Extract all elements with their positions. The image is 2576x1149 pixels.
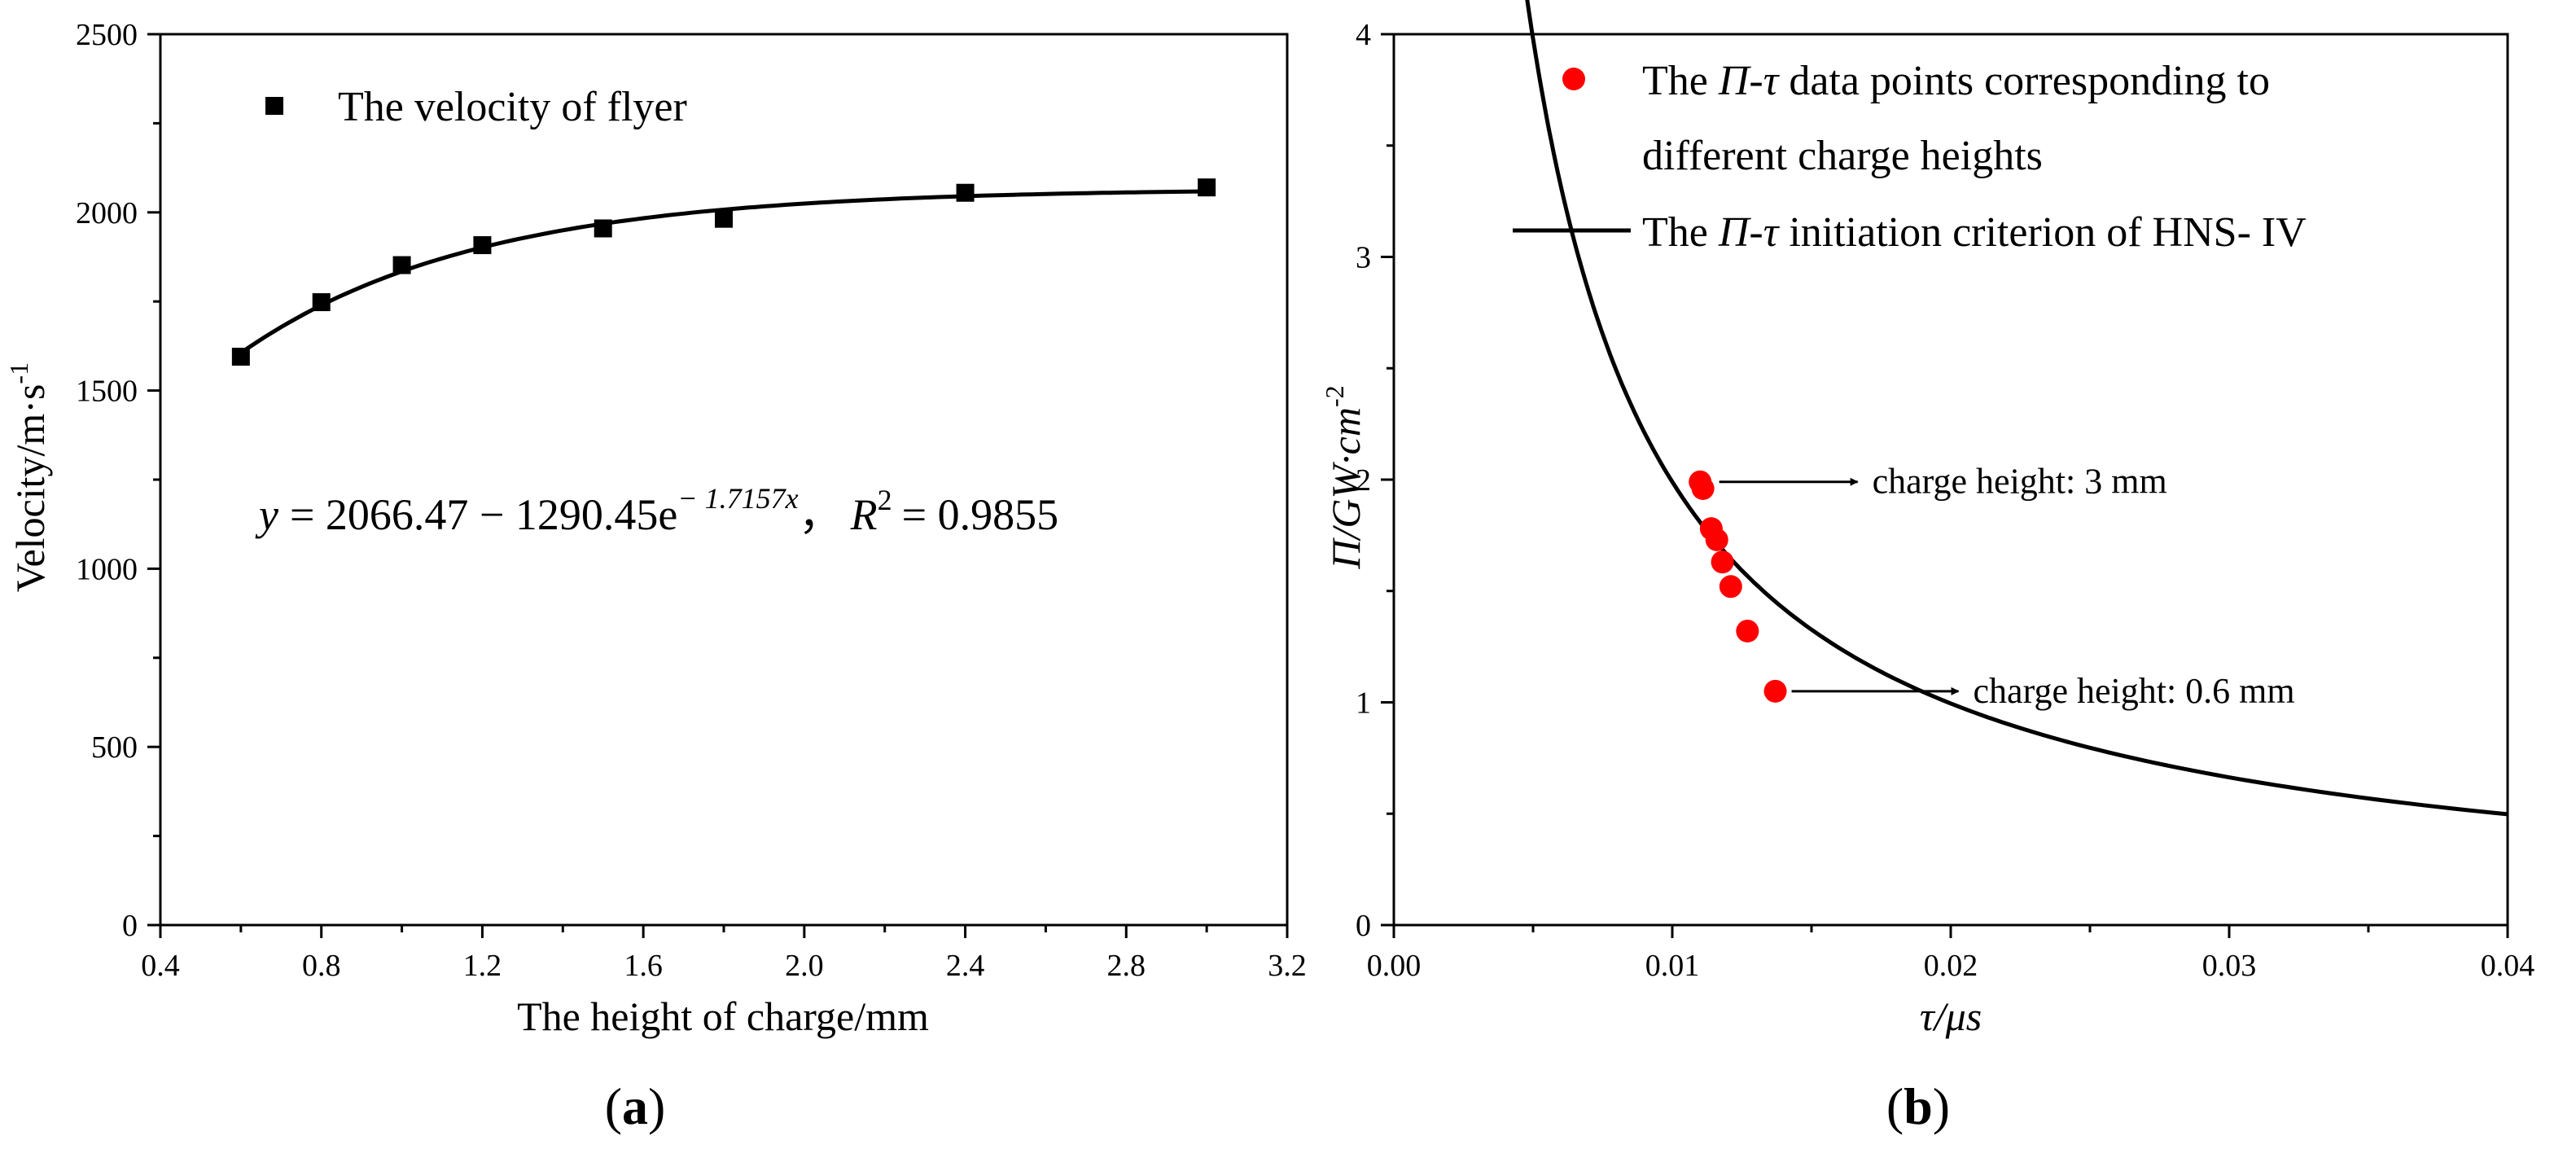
chart-a-x-tick-label: 1.6 bbox=[624, 949, 663, 983]
chart-b-annotation-label: charge height: 3 mm bbox=[1873, 462, 2167, 502]
chart-b-data-point bbox=[1736, 619, 1759, 642]
chart-b-legend-label-criterion: The Π-τ initiation criterion of HNS- IV bbox=[1642, 209, 2307, 256]
chart-a-y-tick-label: 1500 bbox=[76, 375, 138, 409]
chart-a-data-point bbox=[1198, 178, 1216, 197]
chart-b-legend-label-points-line2: different charge heights bbox=[1642, 133, 2043, 179]
chart-a-x-tick-label: 0.4 bbox=[141, 949, 180, 983]
chart-b-legend-marker-points bbox=[1562, 68, 1585, 90]
chart-a-x-tick-label: 0.8 bbox=[302, 949, 341, 983]
chart-a-legend-marker bbox=[265, 97, 283, 115]
chart-a-data-point bbox=[392, 256, 411, 274]
chart-b-y-axis-label: Π/GW·cm-2 bbox=[1320, 385, 1369, 569]
chart-b-y-tick-label: 1 bbox=[1356, 686, 1371, 721]
chart-a-y-axis-label: Velocity/m·s-1 bbox=[4, 362, 53, 592]
chart-a-data-point bbox=[473, 236, 492, 255]
chart-a-data-point bbox=[594, 219, 612, 238]
chart-a-y-tick-label: 1000 bbox=[76, 552, 138, 586]
chart-b-x-axis-label: τ/μs bbox=[1920, 993, 1982, 1039]
chart-b-x-tick-label: 0.03 bbox=[2202, 949, 2257, 983]
chart-a-y-tick-label: 2000 bbox=[76, 196, 138, 230]
chart-a-x-tick-label: 2.0 bbox=[785, 949, 824, 983]
chart-a-x-tick-label: 2.8 bbox=[1107, 949, 1146, 983]
chart-a-y-tick-label: 500 bbox=[91, 730, 138, 765]
chart-a-panel-label: (a) bbox=[605, 1077, 666, 1135]
chart-a-points bbox=[231, 178, 1216, 366]
chart-b-y-tick-label: 2 bbox=[1356, 463, 1371, 498]
chart-b-legend-label-points-line1: The Π-τ data points corresponding to bbox=[1642, 58, 2270, 104]
chart-b-criterion-curve bbox=[1525, 0, 2508, 817]
chart-b-y-tick-label: 4 bbox=[1356, 18, 1371, 52]
chart-a-data-point bbox=[956, 183, 975, 202]
chart-b-data-point bbox=[1691, 476, 1715, 500]
chart-a-legend-label: The velocity of flyer bbox=[338, 84, 687, 130]
chart-a-x-tick-label: 1.2 bbox=[463, 949, 502, 983]
chart-a-y-tick-label: 2500 bbox=[76, 18, 138, 52]
chart-b-x-tick-label: 0.01 bbox=[1645, 949, 1700, 983]
chart-a-data-point bbox=[231, 348, 250, 366]
chart-b-annotations: charge height: 3 mm charge height: 0.6 mm bbox=[1719, 462, 2295, 711]
chart-a-plot-frame bbox=[159, 33, 1289, 927]
chart-b-x-tick-label: 0.02 bbox=[1924, 949, 1978, 983]
chart-b-data-point bbox=[1719, 575, 1742, 599]
chart-b-x-tick-label: 0.00 bbox=[1367, 949, 1422, 983]
chart-b-y-tick-label: 0 bbox=[1356, 909, 1371, 943]
chart-a-x-axis-label: The height of charge/mm bbox=[517, 993, 929, 1039]
chart-b-annotation-label: charge height: 0.6 mm bbox=[1974, 671, 2295, 711]
chart-b-x-tick-label: 0.04 bbox=[2481, 949, 2535, 983]
chart-b-plot-frame bbox=[1392, 33, 2509, 927]
chart-b-y-tick-label: 3 bbox=[1356, 241, 1371, 275]
chart-b-ticks: 0.00 0.01 0.02 0.03 0.04 0 1 2 3 4 bbox=[1356, 18, 2534, 983]
chart-a-ticks: 0.4 0.8 1.2 1.6 2.0 2.4 2.8 3.2 0 500 1000 1500 2000… bbox=[76, 18, 1307, 983]
chart-a-data-point bbox=[715, 209, 733, 228]
chart-a-x-tick-label: 3.2 bbox=[1268, 949, 1307, 983]
chart-a-data-point bbox=[312, 293, 331, 312]
chart-b-criterion-curve-group bbox=[1525, 0, 2508, 817]
chart-panel-a: 0.4 0.8 1.2 1.6 2.0 2.4 2.8 3.2 0 500 1000 1500 2000… bbox=[4, 18, 1307, 1135]
chart-panel-b: 0.00 0.01 0.02 0.03 0.04 0 1 2 3 4 charge height:… bbox=[1320, 0, 2534, 1135]
chart-a-y-tick-label: 0 bbox=[122, 909, 138, 943]
chart-b-data-point bbox=[1711, 550, 1734, 574]
chart-a-x-tick-label: 2.4 bbox=[946, 949, 985, 983]
chart-b-data-point bbox=[1705, 528, 1728, 551]
chart-b-data-point bbox=[1763, 679, 1787, 703]
chart-a-equation: y = 2066.47 − 1290.45e− 1.7157x， R2 = 0.985… bbox=[255, 482, 1058, 539]
chart-b-points bbox=[1689, 470, 1787, 703]
chart-b-panel-label: (b) bbox=[1886, 1077, 1950, 1135]
